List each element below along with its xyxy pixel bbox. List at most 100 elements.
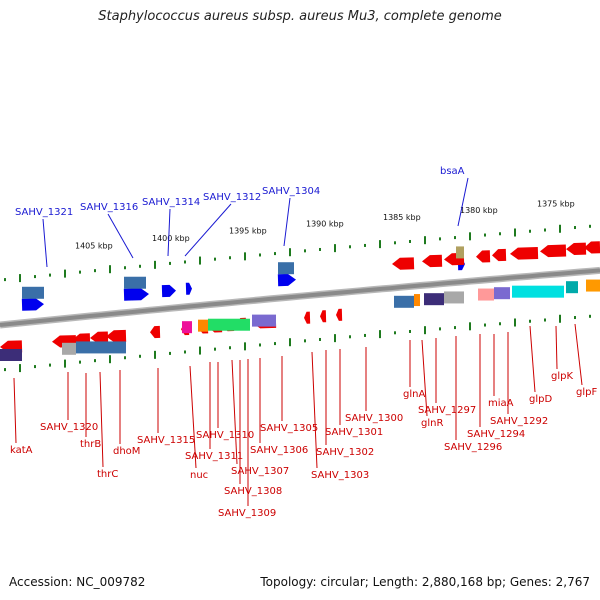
cog-category-box <box>76 341 126 354</box>
inner-scale-tick <box>49 363 51 367</box>
inner-scale-tick <box>334 334 336 343</box>
outer-scale-tick <box>469 232 471 241</box>
outer-scale-tick <box>214 257 216 261</box>
reverse-gene-arrow <box>336 308 343 321</box>
bottom-gene-label: SAHV_1300 <box>345 413 403 424</box>
inner-scale-tick <box>64 359 66 368</box>
bottom-label-leader <box>189 365 197 469</box>
bottom-gene-label: glnR <box>421 418 443 429</box>
bottom-label-leader <box>421 339 428 417</box>
scale-label: 1385 kbp <box>383 213 421 222</box>
inner-scale-tick <box>349 335 351 339</box>
inner-scale-tick <box>214 347 216 351</box>
outer-scale-tick <box>424 236 426 245</box>
reverse-gene-arrow <box>492 248 507 262</box>
bottom-gene-label: glpD <box>529 394 552 405</box>
inner-scale-tick <box>4 368 6 372</box>
scale-label: 1405 kbp <box>75 242 113 251</box>
bottom-gene-label: SAHV_1297 <box>418 405 476 416</box>
outer-scale-tick <box>49 273 51 277</box>
bottom-gene-label: glnA <box>403 389 425 400</box>
scale-label: 1400 kbp <box>152 234 190 243</box>
bottom-gene-label: nuc <box>190 470 208 481</box>
outer-scale-tick <box>439 237 441 241</box>
bottom-gene-label: glpK <box>551 371 573 382</box>
inner-scale-tick <box>589 314 591 318</box>
reverse-gene-arrow <box>476 250 491 263</box>
reverse-gene-arrow <box>106 329 127 343</box>
inner-scale-tick <box>199 346 201 355</box>
cog-category-box <box>22 286 44 299</box>
forward-gene-arrow <box>277 273 296 287</box>
outer-scale-tick <box>394 241 396 245</box>
bottom-gene-label: thrC <box>97 469 118 480</box>
inner-scale-tick <box>229 346 231 350</box>
outer-scale-tick <box>19 274 21 283</box>
outer-scale-tick <box>544 228 546 232</box>
inner-scale-tick <box>379 330 381 339</box>
cog-category-box <box>414 294 420 307</box>
outer-scale-tick <box>574 226 576 230</box>
scale-label: 1390 kbp <box>306 220 344 229</box>
cog-category-box <box>62 342 76 355</box>
bottom-label-leader <box>311 351 318 469</box>
inner-scale-tick <box>439 327 441 331</box>
reverse-gene-arrow <box>566 242 587 255</box>
bottom-gene-label: glpF <box>576 387 597 398</box>
inner-scale-tick <box>574 316 576 320</box>
bottom-gene-label: SAHV_1308 <box>224 486 282 497</box>
bottom-gene-label: SAHV_1296 <box>444 442 502 453</box>
bottom-gene-label: SAHV_1301 <box>325 427 383 438</box>
outer-scale-tick <box>559 224 561 233</box>
inner-scale-tick <box>94 359 96 363</box>
inner-scale-tick <box>499 322 501 326</box>
bottom-gene-label: SAHV_1315 <box>137 435 195 446</box>
outer-scale-tick <box>79 270 81 274</box>
scale-label: 1395 kbp <box>229 227 267 236</box>
reverse-gene-arrow <box>510 246 539 260</box>
inner-scale-tick <box>289 338 291 347</box>
inner-scale-tick <box>79 360 81 364</box>
reverse-gene-arrow <box>540 244 567 258</box>
outer-scale-tick <box>184 260 186 264</box>
inner-scale-tick <box>484 323 486 327</box>
top-label-leader <box>283 197 291 247</box>
inner-scale-tick <box>424 326 426 335</box>
accession-text: Accession: NC_009782 <box>9 575 146 589</box>
cog-category-box <box>586 279 600 292</box>
bottom-label-leader <box>529 325 536 393</box>
bottom-label-leader <box>555 325 558 370</box>
outer-scale-tick <box>4 278 6 282</box>
outer-scale-tick <box>379 240 381 249</box>
top-gene-label: SAHV_1321 <box>15 207 73 218</box>
bottom-gene-label: SAHV_1320 <box>40 422 98 433</box>
inner-scale-tick <box>529 319 531 323</box>
genome-summary-text: Topology: circular; Length: 2,880,168 bp… <box>260 575 590 589</box>
outer-scale-tick <box>274 252 276 256</box>
outer-scale-tick <box>484 233 486 237</box>
inner-scale-tick <box>514 318 516 327</box>
top-gene-label: SAHV_1312 <box>203 192 261 203</box>
outer-scale-tick <box>589 224 591 228</box>
bottom-label-leader <box>13 377 17 444</box>
bottom-gene-label: thrB <box>80 439 101 450</box>
outer-scale-tick <box>334 244 336 253</box>
outer-scale-tick <box>319 247 321 251</box>
outer-scale-tick <box>454 236 456 240</box>
inner-scale-tick <box>544 318 546 322</box>
top-label-leader <box>107 213 134 259</box>
bottom-gene-label: SAHV_1306 <box>250 445 308 456</box>
inner-scale-tick <box>34 365 36 369</box>
top-gene-label: SAHV_1304 <box>262 186 320 197</box>
cog-category-box <box>278 262 294 275</box>
forward-gene-arrow <box>161 284 176 298</box>
cog-category-box <box>252 314 276 327</box>
map-title: Staphylococcus aureus subsp. aureus Mu3,… <box>98 9 502 24</box>
cog-category-box <box>444 291 464 304</box>
outer-scale-tick <box>499 232 501 236</box>
bottom-gene-label: miaA <box>488 398 514 409</box>
bottom-label-leader <box>231 359 238 465</box>
outer-scale-tick <box>154 260 156 269</box>
bottom-gene-label: SAHV_1309 <box>218 508 276 519</box>
